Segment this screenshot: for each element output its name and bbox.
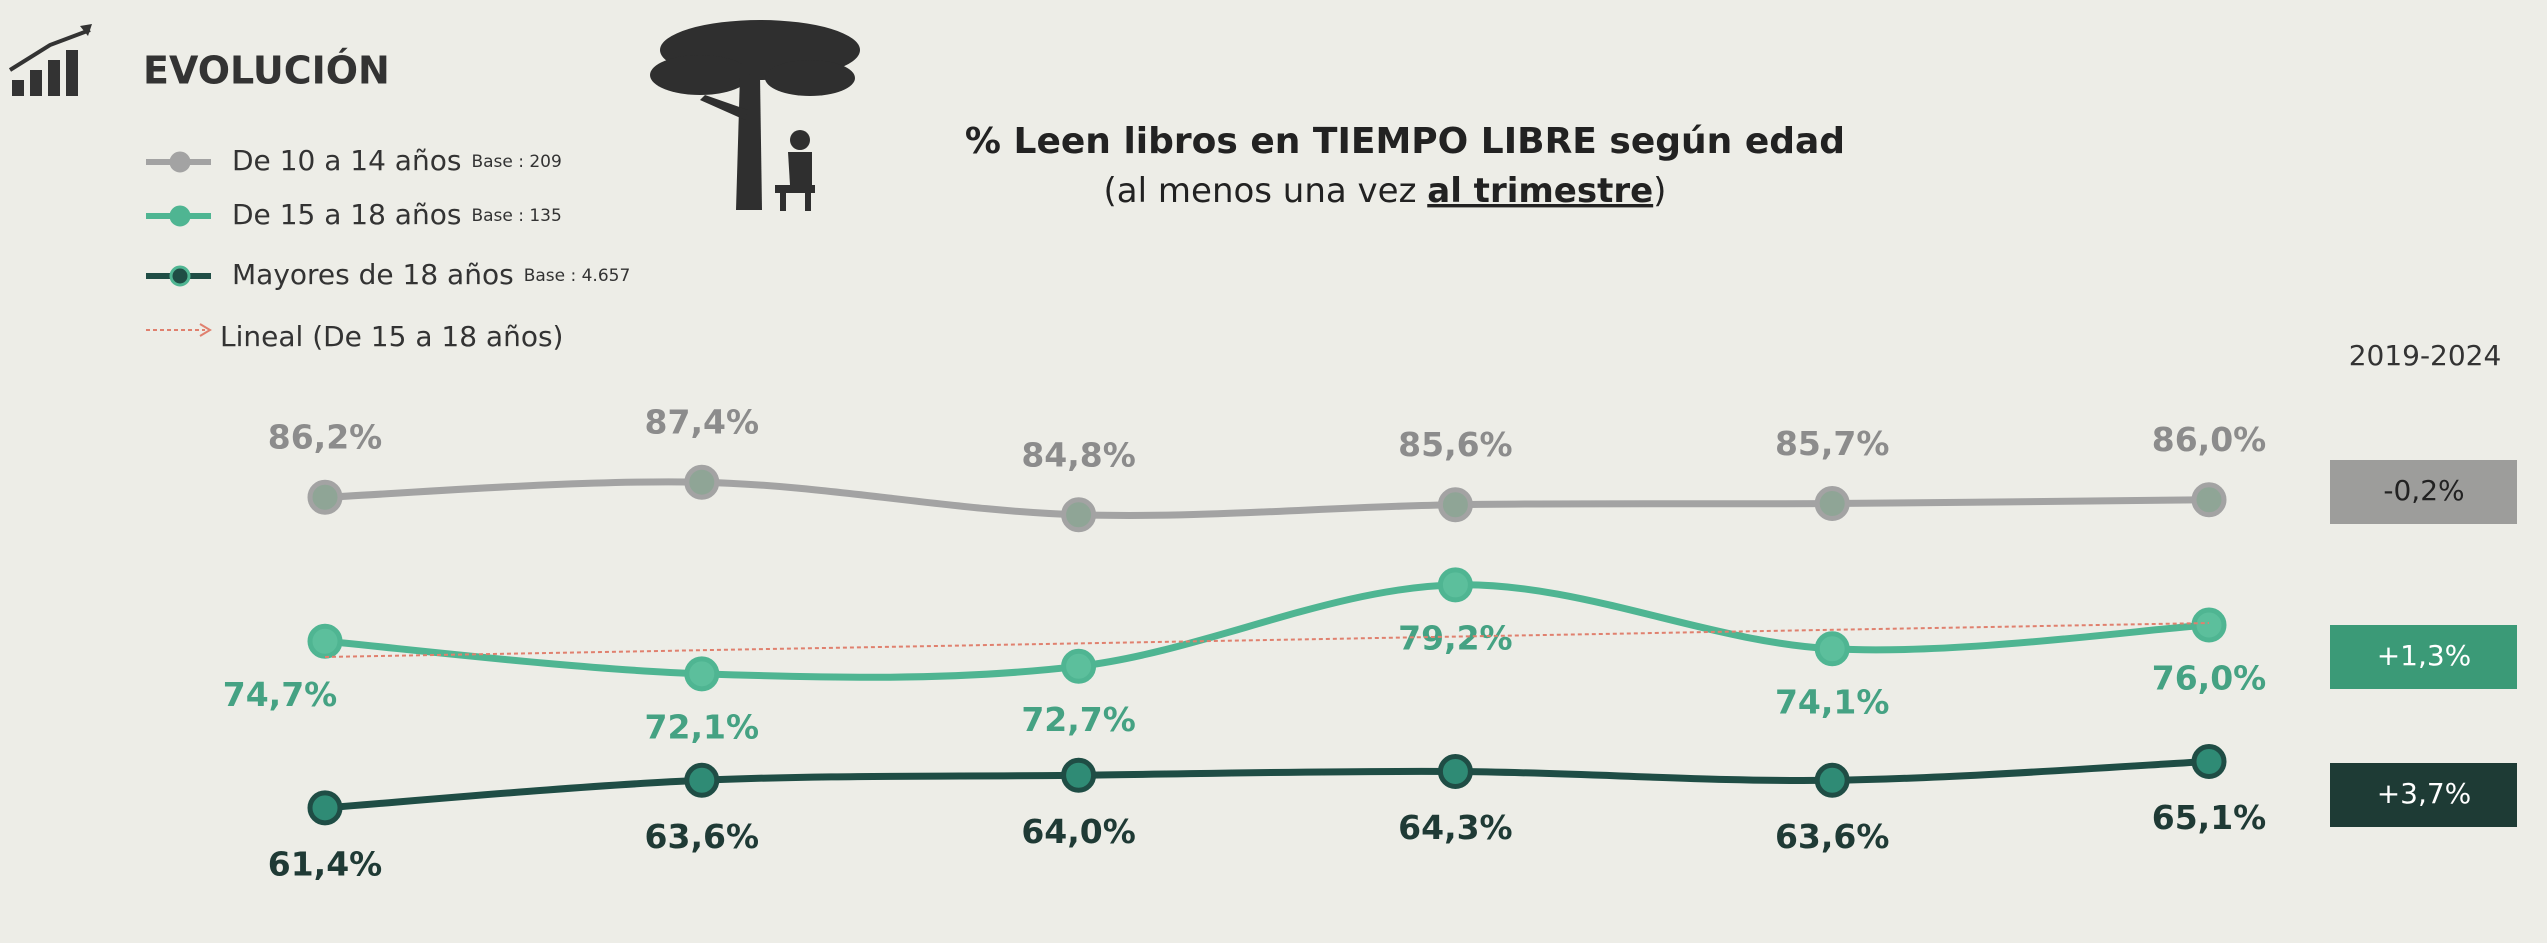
- legend-name: De 10 a 14 años: [232, 144, 461, 177]
- value-label: 86,2%: [268, 418, 383, 457]
- header: EVOLUCIÓN: [143, 49, 390, 93]
- subtitle-part: ): [1653, 171, 1666, 211]
- point: [1817, 488, 1847, 518]
- subtitle-part: al trimestre: [1427, 171, 1653, 211]
- point: [687, 765, 717, 795]
- change-header: 2019-2024: [2349, 339, 2502, 372]
- point: [1817, 765, 1847, 795]
- value-label: 76,0%: [2152, 658, 2267, 697]
- legend-marker: [171, 207, 189, 225]
- legend-marker: [171, 153, 189, 171]
- value-label: 72,1%: [645, 707, 760, 746]
- point: [1064, 760, 1094, 790]
- value-label: 79,2%: [1398, 618, 1513, 657]
- legend-base: Base : 209: [471, 152, 561, 172]
- change-label: -0,2%: [2383, 474, 2464, 507]
- value-label: 74,1%: [1775, 682, 1890, 721]
- change-label: +1,3%: [2377, 639, 2472, 672]
- value-label: 61,4%: [268, 844, 383, 883]
- point: [1064, 500, 1094, 530]
- point: [1440, 570, 1470, 600]
- chart-title: % Leen libros en TIEMPO LIBRE según edad: [965, 121, 1845, 162]
- chart: EVOLUCIÓN % Leen libros en TIEMPO LIBRE …: [0, 0, 2547, 943]
- change-label: +3,7%: [2377, 777, 2472, 810]
- value-label: 72,7%: [1021, 700, 1136, 739]
- point: [1440, 490, 1470, 520]
- subtitle-part: (al menos una vez: [1104, 171, 1428, 211]
- legend-label: Lineal (De 15 a 18 años): [220, 320, 563, 353]
- point: [687, 467, 717, 497]
- point: [1440, 757, 1470, 787]
- chart-subtitle: (al menos una vez al trimestre): [1104, 171, 1667, 211]
- legend-base: Base : 4.657: [524, 266, 631, 286]
- point: [1064, 651, 1094, 681]
- page: EVOLUCIÓN % Leen libros en TIEMPO LIBRE …: [0, 0, 2547, 943]
- legend-name: De 15 a 18 años: [232, 198, 461, 231]
- point: [310, 482, 340, 512]
- point: [2194, 485, 2224, 515]
- value-label: 86,0%: [2152, 420, 2267, 459]
- value-label: 63,6%: [645, 817, 760, 856]
- value-label: 85,7%: [1775, 424, 1890, 463]
- point: [310, 793, 340, 823]
- value-label: 64,3%: [1398, 808, 1513, 847]
- point: [310, 626, 340, 656]
- value-label: 64,0%: [1021, 812, 1136, 851]
- value-label: 65,1%: [2152, 798, 2267, 837]
- point: [2194, 610, 2224, 640]
- point: [687, 659, 717, 689]
- point: [2194, 746, 2224, 776]
- value-label: 84,8%: [1021, 435, 1136, 474]
- point: [1817, 634, 1847, 664]
- legend-name: Mayores de 18 años: [232, 258, 514, 291]
- value-label: 87,4%: [645, 403, 760, 442]
- legend-base: Base : 135: [471, 206, 561, 226]
- value-label: 63,6%: [1775, 817, 1890, 856]
- value-label: 85,6%: [1398, 425, 1513, 464]
- legend-marker: [171, 267, 189, 285]
- value-label: 74,7%: [223, 675, 338, 714]
